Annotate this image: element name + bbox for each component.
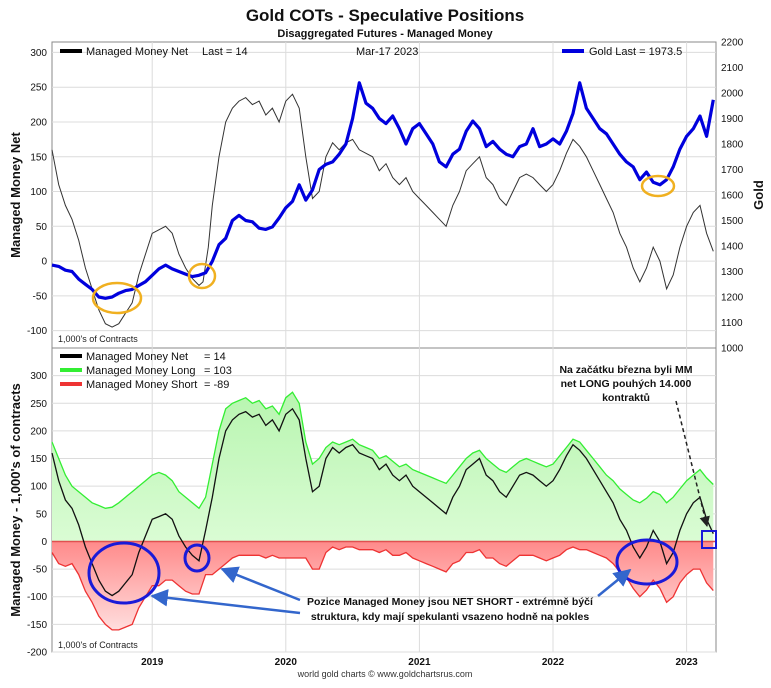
axis-tick-labels: -100-50050100150200250300100011001200130… <box>27 38 744 669</box>
arrow-to-2022 <box>597 568 632 597</box>
top-right-tick-label: 1200 <box>721 293 744 304</box>
top-right-tick-label: 1500 <box>721 216 744 227</box>
gold-price-line <box>51 81 715 300</box>
note-top-line1: Na začátku března byli MM <box>559 364 692 376</box>
top-left-tick-label: 200 <box>30 117 47 128</box>
bottom-tick-label: -200 <box>27 648 47 659</box>
top-left-tick-label: 50 <box>36 222 48 233</box>
arrow-to-2019 <box>220 566 301 602</box>
legend-bottom-short-label: Managed Money Short <box>86 379 197 391</box>
top-right-tick-label: 1300 <box>721 267 744 278</box>
highlight-ellipse-bottom-2018 <box>87 541 161 605</box>
highlight-ellipse-bottom-2022 <box>615 538 679 586</box>
legend-net-last: Last = 14 <box>202 46 248 58</box>
legend-bottom-short-value: = -89 <box>204 379 229 391</box>
note-bottom-line1: Pozice Managed Money jsou NET SHORT - ex… <box>307 596 594 608</box>
bottom-tick-label: 150 <box>30 454 47 465</box>
bottom-tick-label: -150 <box>27 620 47 631</box>
top-panel-frame <box>51 41 717 349</box>
top-right-tick-label: 1900 <box>721 114 744 125</box>
top-right-axis-title: Gold <box>751 180 766 210</box>
bottom-tick-label: -100 <box>27 592 47 603</box>
date-label: Mar-17 2023 <box>356 46 418 58</box>
top-right-tick-label: 1800 <box>721 140 744 151</box>
arrow-to-2018 <box>150 589 301 615</box>
top-unit-note: 1,000's of Contracts <box>58 334 138 344</box>
top-left-tick-label: 150 <box>30 152 47 163</box>
short-area <box>52 541 714 630</box>
bottom-tick-label: -50 <box>33 565 48 576</box>
note-top-line2: net LONG pouhých 14.000 <box>561 378 692 390</box>
bottom-tick-label: 50 <box>36 509 48 520</box>
top-right-tick-label: 1400 <box>721 242 744 253</box>
highlight-box-latest <box>701 530 717 549</box>
top-left-axis-title: Managed Money Net <box>8 131 23 257</box>
bottom-tick-label: 0 <box>41 537 47 548</box>
bottom-tick-label: 200 <box>30 426 47 437</box>
note-top-arrow <box>675 400 710 528</box>
top-right-tick-label: 2000 <box>721 89 744 100</box>
top-left-tick-label: 100 <box>30 187 47 198</box>
top-right-tick-label: 2100 <box>721 63 744 74</box>
bottom-net-line <box>51 407 714 597</box>
x-tick-label: 2023 <box>675 657 698 668</box>
top-right-tick-label: 2200 <box>721 38 744 49</box>
top-left-tick-label: 0 <box>41 257 47 268</box>
bottom-axis-title: Managed Money - 1,000's of contracts <box>8 383 23 617</box>
legend-bottom-net-label: Managed Money Net <box>86 351 188 363</box>
bottom-unit-note: 1,000's of Contracts <box>58 640 138 650</box>
top-net-line <box>51 93 714 328</box>
x-tick-label: 2021 <box>408 657 431 668</box>
bottom-tick-label: 300 <box>30 371 47 382</box>
top-right-tick-label: 1000 <box>721 344 744 355</box>
x-tick-label: 2019 <box>141 657 164 668</box>
top-left-tick-label: 300 <box>30 48 47 59</box>
bottom-tick-label: 250 <box>30 399 47 410</box>
series-lines <box>51 81 715 597</box>
legend-bottom-long-label: Managed Money Long <box>86 365 195 377</box>
legend-bottom-long-value: = 103 <box>204 365 232 377</box>
bottom-tick-label: 100 <box>30 482 47 493</box>
legend-net-label: Managed Money Net <box>86 46 188 58</box>
note-top-line3: kontraktů <box>602 392 650 404</box>
highlight-ellipse-top-2019 <box>187 262 217 290</box>
short-line <box>51 546 714 631</box>
chart-footer: world gold charts © www.goldchartsrus.co… <box>297 669 473 679</box>
note-bottom-line2: struktura, kdy mají spekulanti vsazeno h… <box>311 611 589 623</box>
legend-bottom-net-value: = 14 <box>204 351 226 363</box>
highlight-ellipse-top-2018 <box>91 281 143 315</box>
chart-subtitle: Disaggregated Futures - Managed Money <box>277 28 493 40</box>
x-tick-label: 2020 <box>275 657 298 668</box>
long-line <box>51 391 714 510</box>
chart-title: Gold COTs - Speculative Positions <box>246 6 524 25</box>
top-left-tick-label: -100 <box>27 326 47 337</box>
top-right-tick-label: 1600 <box>721 191 744 202</box>
legend-gold-label: Gold Last = 1973.5 <box>589 46 682 58</box>
top-left-tick-label: 250 <box>30 83 47 94</box>
top-right-tick-label: 1100 <box>721 318 743 329</box>
highlight-ellipse-bottom-2019 <box>183 543 211 573</box>
x-tick-label: 2022 <box>542 657 565 668</box>
top-left-tick-label: -50 <box>33 291 48 302</box>
top-right-tick-label: 1700 <box>721 165 744 176</box>
highlight-ellipse-top-2022 <box>640 174 676 198</box>
